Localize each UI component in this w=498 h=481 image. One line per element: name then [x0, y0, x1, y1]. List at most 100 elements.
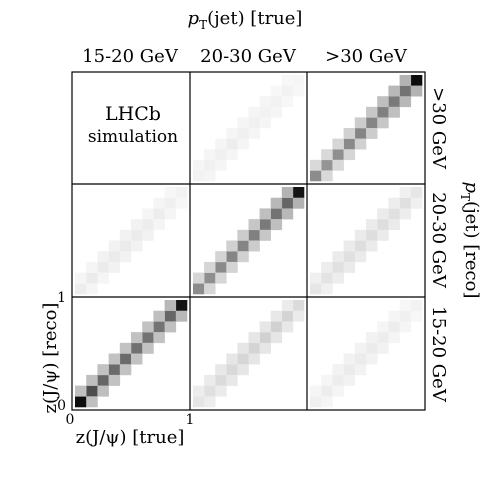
heatmap-cell-below-r0-c2-9-8	[410, 85, 423, 97]
heatmap-cell-above-r1-c2-8-9	[399, 187, 412, 198]
heatmap-cell-diag-r1-c1-2-2	[215, 261, 227, 273]
column-label-1: 15-20 GeV	[82, 46, 179, 67]
heatmap-cell-above-r2-c0-3-4	[108, 353, 121, 365]
heatmap-cell-below-r2-c1-9-8	[292, 310, 305, 322]
heatmap-cell-below-r1-c0-1-0	[86, 283, 98, 295]
heatmap-cell-diag-r0-c1-3-3	[226, 138, 238, 150]
heatmap-cell-diag-r1-c1-3-3	[226, 251, 238, 263]
heatmap-cell-above-r2-c1-8-9	[281, 300, 294, 311]
heatmap-cell-diag-r2-c0-9-9	[175, 300, 188, 311]
heatmap-cell-diag-r2-c2-3-3	[343, 364, 356, 376]
heatmap-cell-above-r1-c0-4-5	[119, 229, 132, 241]
heatmap-cell-diag-r2-c1-2-2	[215, 374, 227, 386]
heatmap-cell-diag-r1-c0-1-1	[86, 272, 98, 284]
heatmap-cell-diag-r1-c2-8-8	[399, 197, 412, 209]
heatmap-cell-above-r1-c2-4-5	[354, 229, 367, 241]
heatmap-cell-above-r1-c1-2-3	[215, 251, 227, 263]
heatmap-cell-below-r2-c0-7-6	[153, 332, 165, 344]
heatmap-cell-above-r1-c0-1-2	[86, 261, 98, 273]
heatmap-cell-below-r2-c0-6-5	[142, 342, 154, 354]
heatmap-cell-above-r2-c0-8-9	[164, 300, 177, 311]
heatmap-cell-diag-r0-c1-1-1	[204, 159, 216, 171]
heatmap-cell-below-r1-c0-7-6	[153, 219, 165, 231]
heatmap-cell-below-r2-c0-8-7	[164, 321, 177, 333]
heatmap-cell-below-r1-c2-1-0	[321, 283, 333, 295]
heatmap-cell-diag-r1-c2-6-6	[377, 219, 389, 231]
heatmap-cell-above-r2-c1-4-5	[237, 342, 249, 354]
heatmap-cell-below-r1-c0-5-4	[131, 240, 143, 252]
column-label-3: >30 GeV	[325, 46, 408, 67]
heatmap-cell-below-r0-c2-4-3	[354, 138, 367, 150]
heatmap-cell-above-r1-c1-1-2	[204, 261, 216, 273]
heatmap-cell-above-r0-c1-2-3	[215, 138, 227, 150]
right-axis-label-sub: T	[458, 193, 472, 201]
heatmap-cell-diag-r1-c0-4-4	[119, 240, 132, 252]
heatmap-cell-diag-r2-c1-3-3	[226, 364, 238, 376]
heatmap-cell-diag-r2-c0-6-6	[142, 332, 154, 344]
top-axis-label: pT(jet) [true]	[188, 8, 303, 32]
heatmap-cell-above-r1-c2-1-2	[321, 261, 333, 273]
heatmap-cell-diag-r1-c0-6-6	[142, 219, 154, 231]
heatmap-cell-below-r1-c2-5-4	[366, 240, 378, 252]
heatmap-cell-diag-r2-c0-1-1	[86, 385, 98, 397]
heatmap-cell-below-r0-c1-1-0	[204, 170, 216, 182]
heatmap-cell-diag-r1-c0-2-2	[97, 261, 109, 273]
heatmap-cell-diag-r0-c1-7-7	[270, 96, 283, 108]
heatmap-cell-below-r1-c2-3-2	[343, 261, 356, 273]
heatmap-cell-above-r0-c2-8-9	[399, 75, 412, 86]
heatmap-cell-above-r1-c0-8-9	[164, 187, 177, 198]
heatmap-cell-above-r1-c0-5-6	[131, 219, 143, 231]
heatmap-cell-above-r0-c1-4-5	[237, 117, 249, 129]
panel-grid-outline	[71, 71, 426, 411]
heatmap-cell-below-r1-c2-8-7	[399, 208, 412, 220]
heatmap-cell-below-r1-c0-3-2	[108, 261, 121, 273]
heatmap-cell-above-r2-c1-0-1	[193, 385, 205, 397]
heatmap-cell-above-r0-c1-0-1	[193, 159, 205, 171]
heatmap-cell-below-r2-c1-2-1	[215, 385, 227, 397]
heatmap-cell-above-r0-c2-7-8	[388, 85, 400, 97]
heatmap-cell-diag-r1-c0-7-7	[153, 208, 165, 220]
heatmap-cell-diag-r2-c2-7-7	[388, 321, 400, 333]
heatmap-cell-diag-r1-c2-4-4	[354, 240, 367, 252]
heatmap-cell-above-r1-c1-4-5	[237, 229, 249, 241]
heatmap-cell-above-r1-c0-2-3	[97, 251, 109, 263]
heatmap-cell-diag-r2-c2-9-9	[410, 300, 423, 311]
x-tick-0: 0	[66, 412, 75, 428]
heatmap-cell-diag-r1-c0-8-8	[164, 197, 177, 209]
heatmap-cell-above-r1-c2-5-6	[366, 219, 378, 231]
heatmap-cell-above-r0-c1-8-9	[281, 75, 294, 86]
heatmap-cell-below-r2-c1-5-4	[248, 353, 260, 365]
heatmap-cell-above-r2-c2-8-9	[399, 300, 412, 311]
y-tick-1: 1	[57, 290, 66, 306]
heatmap-cell-below-r2-c2-8-7	[399, 321, 412, 333]
heatmap-cell-above-r2-c1-7-8	[270, 310, 283, 322]
heatmap-cell-above-r1-c1-5-6	[248, 219, 260, 231]
heatmap-cell-below-r1-c0-9-8	[175, 197, 188, 209]
heatmap-cell-above-r0-c1-6-7	[259, 96, 271, 108]
heatmap-cell-below-r1-c1-8-7	[281, 208, 294, 220]
heatmap-cell-diag-r0-c1-4-4	[237, 128, 249, 139]
heatmap-cell-diag-r0-c2-3-3	[343, 138, 356, 150]
heatmap-cell-above-r2-c0-0-1	[75, 385, 87, 397]
heatmap-cell-diag-r2-c2-1-1	[321, 385, 333, 397]
heatmap-cell-below-r1-c2-9-8	[410, 197, 423, 209]
heatmap-cell-diag-r0-c1-9-9	[292, 75, 305, 86]
row-label-2: 20-30 GeV	[428, 192, 449, 289]
heatmap-cell-diag-r1-c2-1-1	[321, 272, 333, 284]
heatmap-cell-diag-r1-c2-5-5	[366, 229, 378, 241]
heatmap-cell-diag-r1-c2-3-3	[343, 251, 356, 263]
heatmap-cell-below-r2-c2-2-1	[332, 385, 344, 397]
heatmap-cell-diag-r0-c2-0-0	[310, 170, 322, 182]
heatmap-cell-below-r2-c2-6-5	[377, 342, 389, 354]
heatmap-cell-diag-r2-c1-0-0	[193, 396, 205, 408]
heatmap-cell-below-r0-c2-6-5	[377, 117, 389, 129]
heatmap-cell-above-r2-c0-1-2	[86, 374, 98, 386]
heatmap-cell-below-r2-c1-1-0	[204, 396, 216, 408]
heatmap-cell-above-r2-c2-3-4	[343, 353, 356, 365]
heatmap-cell-diag-r0-c2-7-7	[388, 96, 400, 108]
heatmap-cell-diag-r1-c1-0-0	[193, 283, 205, 295]
heatmap-cell-diag-r0-c1-8-8	[281, 85, 294, 97]
heatmap-cell-above-r2-c1-3-4	[226, 353, 238, 365]
heatmap-cell-above-r2-c2-0-1	[310, 385, 322, 397]
heatmap-cell-above-r0-c2-6-7	[377, 96, 389, 108]
